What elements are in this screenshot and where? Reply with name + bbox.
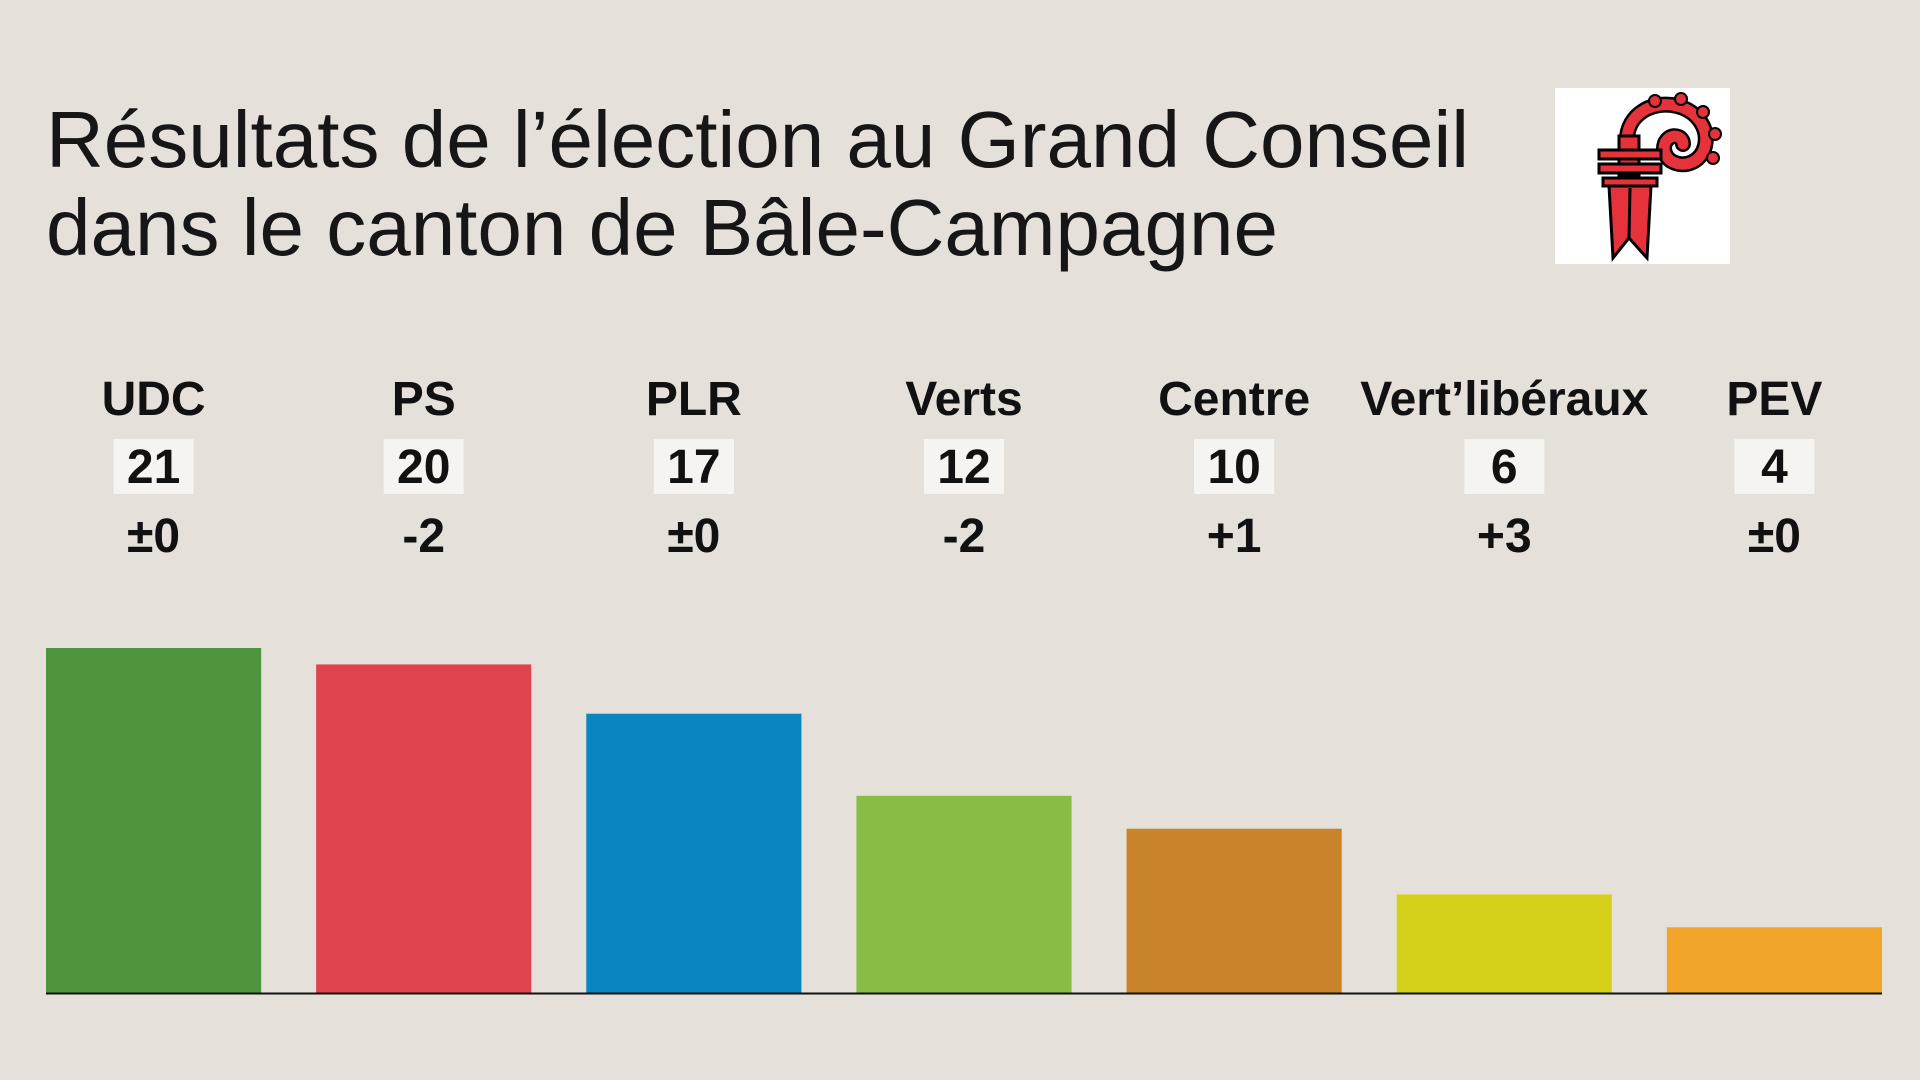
seat-badge-6 (1734, 439, 1815, 494)
seat-badge-4 (1194, 439, 1275, 494)
basel-landschaft-crozier-icon (1597, 92, 1722, 263)
title-line-1: Résultats de l’élection au Grand Conseil (46, 95, 1470, 184)
party-label-3: Verts (905, 373, 1022, 426)
coat-of-arms (1555, 88, 1730, 264)
party-label-1: PS (392, 373, 456, 426)
seat-value-2: 17 (667, 441, 720, 494)
seat-change-0: ±0 (127, 510, 180, 563)
seat-badge-3 (924, 439, 1004, 494)
seat-badge-0 (113, 439, 194, 494)
seat-change-3: -2 (943, 510, 986, 563)
bar-3 (856, 795, 1072, 993)
seat-value-5: 6 (1491, 441, 1518, 494)
party-label-4: Centre (1158, 373, 1310, 426)
chart-title: Résultats de l’élection au Grand Conseil… (46, 96, 1546, 272)
seat-value-1: 20 (397, 441, 450, 494)
seat-change-6: ±0 (1748, 510, 1801, 563)
seat-badge-1 (383, 439, 464, 494)
seat-change-1: -2 (402, 510, 445, 563)
seat-change-2: ±0 (667, 510, 720, 563)
seat-value-3: 12 (937, 441, 990, 494)
title-line-2: dans le canton de Bâle-Campagne (46, 183, 1278, 272)
seat-value-6: 4 (1761, 441, 1788, 494)
seat-change-5: +3 (1477, 510, 1532, 563)
bar-0 (46, 648, 262, 993)
bar-1 (316, 664, 532, 993)
seat-badge-2 (653, 439, 734, 494)
bar-4 (1126, 828, 1342, 993)
bar-5 (1396, 894, 1612, 993)
party-label-5: Vert’libéraux (1360, 373, 1648, 426)
seat-badge-5 (1464, 439, 1545, 494)
party-label-0: UDC (102, 373, 206, 426)
party-label-2: PLR (646, 373, 742, 426)
seat-value-0: 21 (127, 441, 180, 494)
bar-2 (586, 713, 802, 993)
seat-value-4: 10 (1207, 441, 1260, 494)
bar-6 (1666, 927, 1882, 993)
seat-change-4: +1 (1207, 510, 1262, 563)
party-label-6: PEV (1726, 373, 1822, 426)
